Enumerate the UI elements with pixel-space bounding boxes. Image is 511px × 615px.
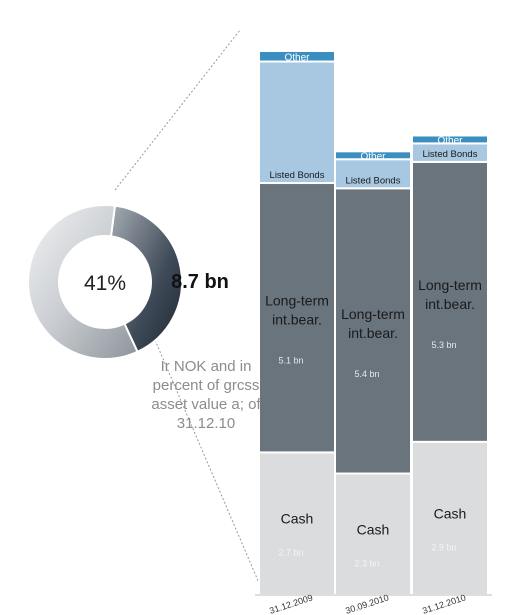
donut-chart: 41% 8.7 bn	[27, 204, 229, 360]
segment-value-label: 2.3 bn	[354, 558, 379, 568]
segment-value-label: 2.7 bn	[278, 548, 303, 558]
segment-label: Long-term	[418, 277, 482, 293]
bar-segment	[258, 182, 336, 454]
segment-value-label: 5.4 bn	[354, 369, 379, 379]
stacked-bar-chart: Cash 2.7 bn Long-term int.bear. 5.1 bn Listed…	[258, 49, 489, 597]
donut-slice	[27, 204, 139, 360]
segment-value-label: 5.3 bn	[431, 340, 456, 350]
segment-label: Listed Bonds	[270, 170, 325, 181]
segment-label: Other	[360, 151, 386, 162]
segment-label: Long-term	[265, 293, 329, 309]
donut-slice	[109, 204, 183, 354]
segment-label: Other	[284, 52, 310, 63]
bar-segment	[258, 60, 336, 185]
segment-label: Cash	[281, 511, 314, 527]
segment-label: Other	[437, 135, 463, 146]
segment-label: Listed Bonds	[423, 149, 478, 160]
donut-note: Ir NOK and in percent of grcss asset val…	[151, 358, 261, 432]
bar-segment	[334, 187, 412, 475]
segment-label: Cash	[434, 505, 467, 521]
segment-label: Listed Bonds	[346, 175, 401, 186]
segment-label: Cash	[357, 521, 390, 537]
segment-label: int.bear.	[348, 325, 398, 341]
bar-segment	[411, 160, 489, 443]
bar-segment	[258, 451, 336, 596]
zoom-line-top	[114, 29, 241, 191]
bar-segment	[334, 158, 412, 190]
segment-label: int.bear.	[425, 296, 475, 312]
bar-segment	[258, 49, 336, 63]
donut-value-label: 8.7 bn	[171, 271, 229, 293]
segment-label: int.bear.	[272, 312, 322, 328]
donut-center-label: 41%	[84, 272, 126, 295]
segment-label: Long-term	[341, 306, 405, 322]
bar-segment	[411, 134, 489, 145]
zoom-line-bottom	[154, 339, 263, 591]
bar-segment	[411, 440, 489, 596]
bar-segment	[334, 472, 412, 597]
segment-value-label: 2.9 bn	[431, 542, 456, 552]
segment-value-label: 5.1 bn	[278, 356, 303, 366]
